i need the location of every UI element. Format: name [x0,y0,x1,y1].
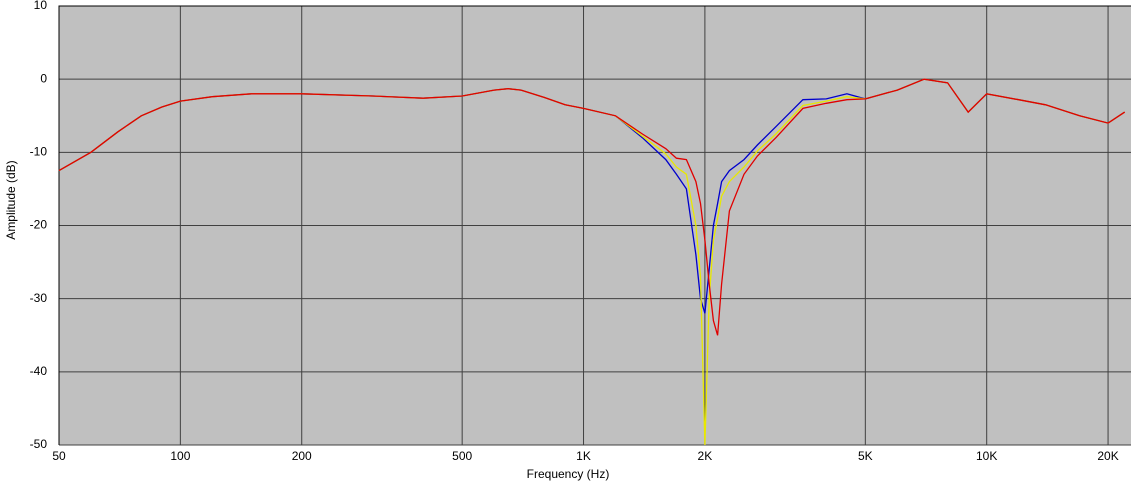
x-tick-label: 20K [1097,449,1118,463]
y-tick-label: 10 [34,0,48,12]
y-tick-label: 0 [40,71,47,85]
x-axis-title: Frequency (Hz) [527,467,610,481]
x-tick-label: 50 [52,449,66,463]
series-line [58,78,1126,336]
y-tick-label: -10 [30,145,48,159]
x-tick-label: 200 [292,449,312,463]
plot-border [58,5,1131,445]
x-tick-label: 10K [976,449,997,463]
x-tick-label: 5K [858,449,873,463]
y-tick-label: -20 [30,218,48,232]
y-tick-label: -50 [30,437,48,451]
y-tick-label: -30 [30,291,48,305]
y-axis-title: Amplitude (dB) [4,160,18,239]
x-tick-label: 1K [576,449,591,463]
y-tick-label: -40 [30,364,48,378]
x-tick-label: 500 [452,449,472,463]
x-tick-label: 100 [170,449,190,463]
x-tick-label: 2K [698,449,713,463]
